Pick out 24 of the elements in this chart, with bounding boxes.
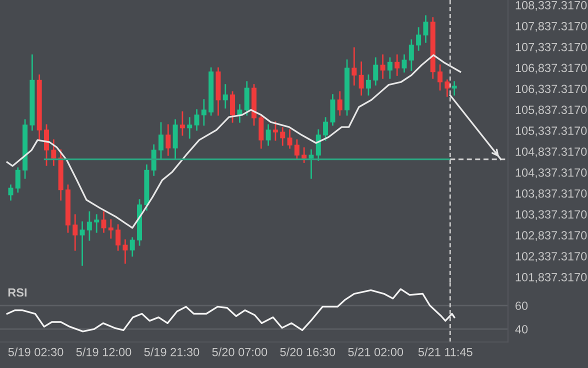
- x-tick-label: 5/19 02:30: [8, 348, 64, 356]
- y-tick-label: 105,837.3170: [516, 106, 587, 116]
- y-tick-label: 103,337.3170: [516, 210, 587, 220]
- y-tick-label: 107,837.3170: [516, 22, 587, 32]
- y-tick-label: 101,837.3170: [516, 273, 587, 283]
- y-tick-label: 106,337.3170: [516, 84, 587, 94]
- y-tick-label: 107,337.3170: [516, 42, 587, 53]
- y-tick-label: 102,837.3170: [516, 231, 587, 241]
- chart-title: RSI: [8, 288, 27, 297]
- y-tick-label: 106,837.3170: [516, 64, 587, 74]
- y-tick-label: 104,837.3170: [516, 147, 587, 158]
- x-tick-label: 5/20 16:30: [280, 348, 336, 356]
- y-tick-label: 102,337.3170: [516, 252, 587, 262]
- y-tick-label: 103,837.3170: [516, 189, 587, 200]
- x-tick-label: 5/21 02:00: [348, 348, 404, 356]
- x-tick-label: 5/21 11:45: [418, 348, 472, 356]
- y-tick-label: 60: [516, 302, 528, 310]
- x-tick-label: 5/20 07:00: [212, 348, 268, 356]
- y-tick-label: 40: [515, 325, 528, 334]
- y-tick-label: 104,337.3170: [516, 168, 587, 178]
- y-tick-label: 105,337.3170: [516, 126, 587, 136]
- y-tick-label: 108,337.3170: [516, 1, 587, 11]
- x-tick-label: 5/19 12:00: [76, 348, 132, 356]
- x-tick-label: 5/19 21:30: [144, 348, 200, 356]
